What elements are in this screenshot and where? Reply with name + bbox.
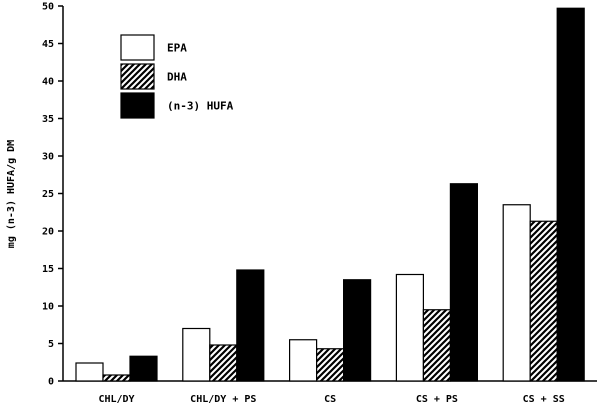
y-tick-label: 10 [42, 302, 54, 313]
x-axis-labels: CHL/DY CHL/DY + PS CS CS + PS CS + SS [98, 394, 564, 405]
legend-swatch-epa [120, 34, 155, 61]
y-tick-label: 35 [42, 114, 54, 125]
bar-epa-chl-dy-ps [182, 327, 211, 382]
x-category-label: CS [324, 394, 336, 405]
y-tick-label: 50 [42, 2, 54, 13]
x-category-label: CHL/DY [98, 394, 134, 405]
bar-dha-chl-dy [102, 374, 131, 382]
bar-epa-cs-ps [395, 273, 424, 382]
bar-n-3-hufa-cs-ss [556, 7, 585, 382]
bar-n-3-hufa-chl-dy-ps [236, 269, 265, 382]
y-tick-label: 30 [42, 152, 54, 163]
legend-label-epa: EPA [167, 42, 187, 55]
y-axis-ticks: 0 5 10 15 20 25 30 35 40 45 50 [42, 2, 63, 388]
bar-dha-cs-ss [529, 220, 558, 382]
x-category-label: CHL/DY + PS [190, 394, 256, 405]
y-tick-label: 0 [48, 377, 54, 388]
y-tick-label: 25 [42, 189, 54, 200]
bar-n-3-hufa-cs-ps [449, 183, 478, 382]
bar-epa-chl-dy [75, 362, 104, 382]
bar-dha-cs [316, 348, 345, 382]
y-tick-label: 40 [42, 77, 54, 88]
y-tick-label: 20 [42, 227, 54, 238]
legend-label-n-3-hufa: (n-3) HUFA [167, 100, 234, 113]
bar-epa-cs-ss [502, 204, 531, 382]
y-tick-label: 45 [42, 39, 54, 50]
y-tick-label: 15 [42, 264, 54, 275]
bar-dha-chl-dy-ps [209, 344, 238, 382]
bar-dha-cs-ps [422, 309, 451, 382]
x-category-label: CS + SS [523, 394, 565, 405]
y-tick-label: 5 [48, 339, 54, 350]
x-category-label: CS + PS [416, 394, 458, 405]
bar-n-3-hufa-cs [343, 279, 372, 382]
y-axis-title: mg (n-3) HUFA/g DM [6, 140, 17, 248]
legend-label-dha: DHA [167, 71, 187, 84]
legend-swatch-n-3-hufa [120, 92, 155, 119]
legend: EPA DHA (n-3) HUFA [120, 34, 234, 119]
bar-epa-cs [289, 339, 318, 382]
bar-n-3-hufa-chl-dy [129, 355, 158, 382]
bar-series [75, 7, 585, 382]
legend-swatch-dha [120, 63, 155, 90]
